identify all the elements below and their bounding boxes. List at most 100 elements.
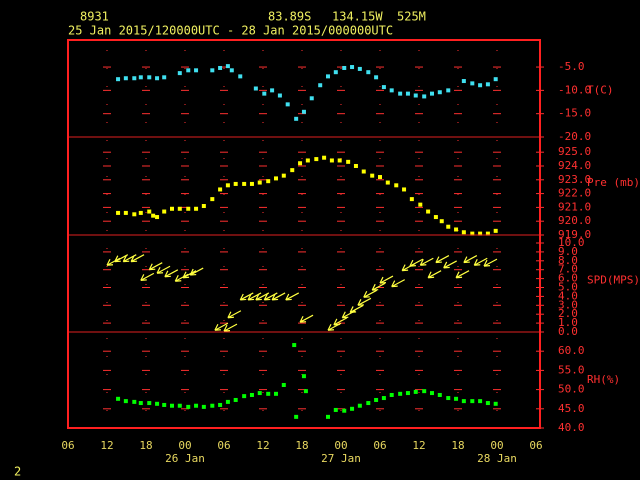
data-point xyxy=(155,401,160,406)
data-point xyxy=(201,404,206,409)
data-point xyxy=(470,81,475,86)
data-point xyxy=(446,224,451,229)
longitude: 134.15W xyxy=(332,10,383,24)
frame xyxy=(67,39,541,429)
data-point xyxy=(398,391,403,396)
y-tick-label: -20.0 xyxy=(558,130,591,143)
wind-arrow xyxy=(164,269,179,278)
y-tick-label: 10.0 xyxy=(558,236,585,249)
data-point xyxy=(249,181,254,186)
data-point xyxy=(422,94,427,99)
data-point xyxy=(186,68,191,73)
wind-arrow xyxy=(409,258,424,267)
data-point xyxy=(318,83,323,88)
data-point xyxy=(309,96,314,101)
data-point xyxy=(225,399,230,404)
data-point xyxy=(342,408,347,413)
plot-area: 06 12 18 00 06 12 18 00 06 12 18 00 06 26 Jan 27 Jan 28… xyxy=(61,44,640,465)
x-tick-label: 06 xyxy=(217,439,230,452)
data-point xyxy=(405,391,410,396)
data-point xyxy=(433,215,438,220)
data-point xyxy=(337,158,342,163)
data-point xyxy=(478,83,483,88)
panel-label: RH(%) xyxy=(587,373,620,386)
x-tick-label: 18 xyxy=(295,439,308,452)
data-point xyxy=(238,74,243,79)
y-tick-label: 1.0 xyxy=(558,316,578,329)
data-point xyxy=(370,173,375,178)
data-point xyxy=(298,161,303,166)
wind-arrow xyxy=(443,260,457,269)
y-tick-label: 55.0 xyxy=(558,363,585,376)
data-point xyxy=(357,403,362,408)
data-point xyxy=(485,82,490,87)
data-point xyxy=(305,158,310,163)
wind-arrow xyxy=(391,279,405,288)
data-point xyxy=(281,173,286,178)
data-point xyxy=(257,391,262,396)
data-point xyxy=(294,116,299,121)
data-point xyxy=(326,414,330,419)
y-tick-label: -10.0 xyxy=(558,83,591,96)
wind-arrow xyxy=(483,258,498,267)
data-point xyxy=(262,91,267,96)
data-point xyxy=(138,75,143,80)
x-tick-label: 12 xyxy=(412,439,425,452)
data-point xyxy=(350,406,355,411)
data-point xyxy=(177,71,182,76)
data-point xyxy=(361,169,366,174)
data-point xyxy=(194,206,199,211)
wind-arrow xyxy=(214,322,229,331)
data-point xyxy=(413,93,418,98)
data-point xyxy=(405,91,410,96)
data-point xyxy=(162,75,167,80)
data-point xyxy=(470,231,475,236)
wind-arrow xyxy=(419,257,434,266)
y-tick-label: 921.0 xyxy=(558,200,591,213)
wind-arrow xyxy=(333,317,348,326)
data-point xyxy=(285,102,290,107)
data-point xyxy=(333,70,338,75)
data-point xyxy=(132,399,137,404)
y-tick-label: 2.0 xyxy=(558,307,578,320)
data-point xyxy=(454,227,459,232)
data-point xyxy=(116,396,121,401)
data-point xyxy=(385,180,390,185)
data-point xyxy=(409,197,414,202)
wind-arrow xyxy=(427,270,442,279)
data-point xyxy=(218,65,223,70)
data-point xyxy=(461,79,466,84)
y-tick-label: 50.0 xyxy=(558,383,585,396)
data-point xyxy=(177,403,182,408)
data-point xyxy=(493,228,498,233)
wind-arrow xyxy=(357,297,372,306)
wind-arrow xyxy=(371,282,386,291)
data-point xyxy=(177,206,182,211)
panel-label: Pre (mb) xyxy=(587,176,640,189)
data-point xyxy=(116,77,121,82)
data-point xyxy=(218,187,223,192)
y-tick-label: 924.0 xyxy=(558,159,591,172)
y-tick-label: 919.0 xyxy=(558,228,591,241)
data-point xyxy=(123,76,128,81)
data-point xyxy=(478,399,483,404)
data-point xyxy=(398,91,403,96)
data-point xyxy=(301,109,306,114)
data-point xyxy=(366,401,371,406)
data-point xyxy=(242,181,247,186)
data-point xyxy=(329,158,334,163)
data-point xyxy=(374,397,379,402)
data-point xyxy=(225,183,230,188)
elevation: 525M xyxy=(397,10,426,24)
data-point xyxy=(402,187,407,192)
wind-arrow xyxy=(271,292,286,301)
data-point xyxy=(381,396,386,401)
data-point xyxy=(422,389,427,394)
data-point xyxy=(461,230,466,235)
data-point xyxy=(147,75,152,80)
data-point xyxy=(303,389,308,394)
wind-arrow xyxy=(130,254,145,263)
data-point xyxy=(194,403,199,408)
wind-arrow xyxy=(463,255,478,264)
